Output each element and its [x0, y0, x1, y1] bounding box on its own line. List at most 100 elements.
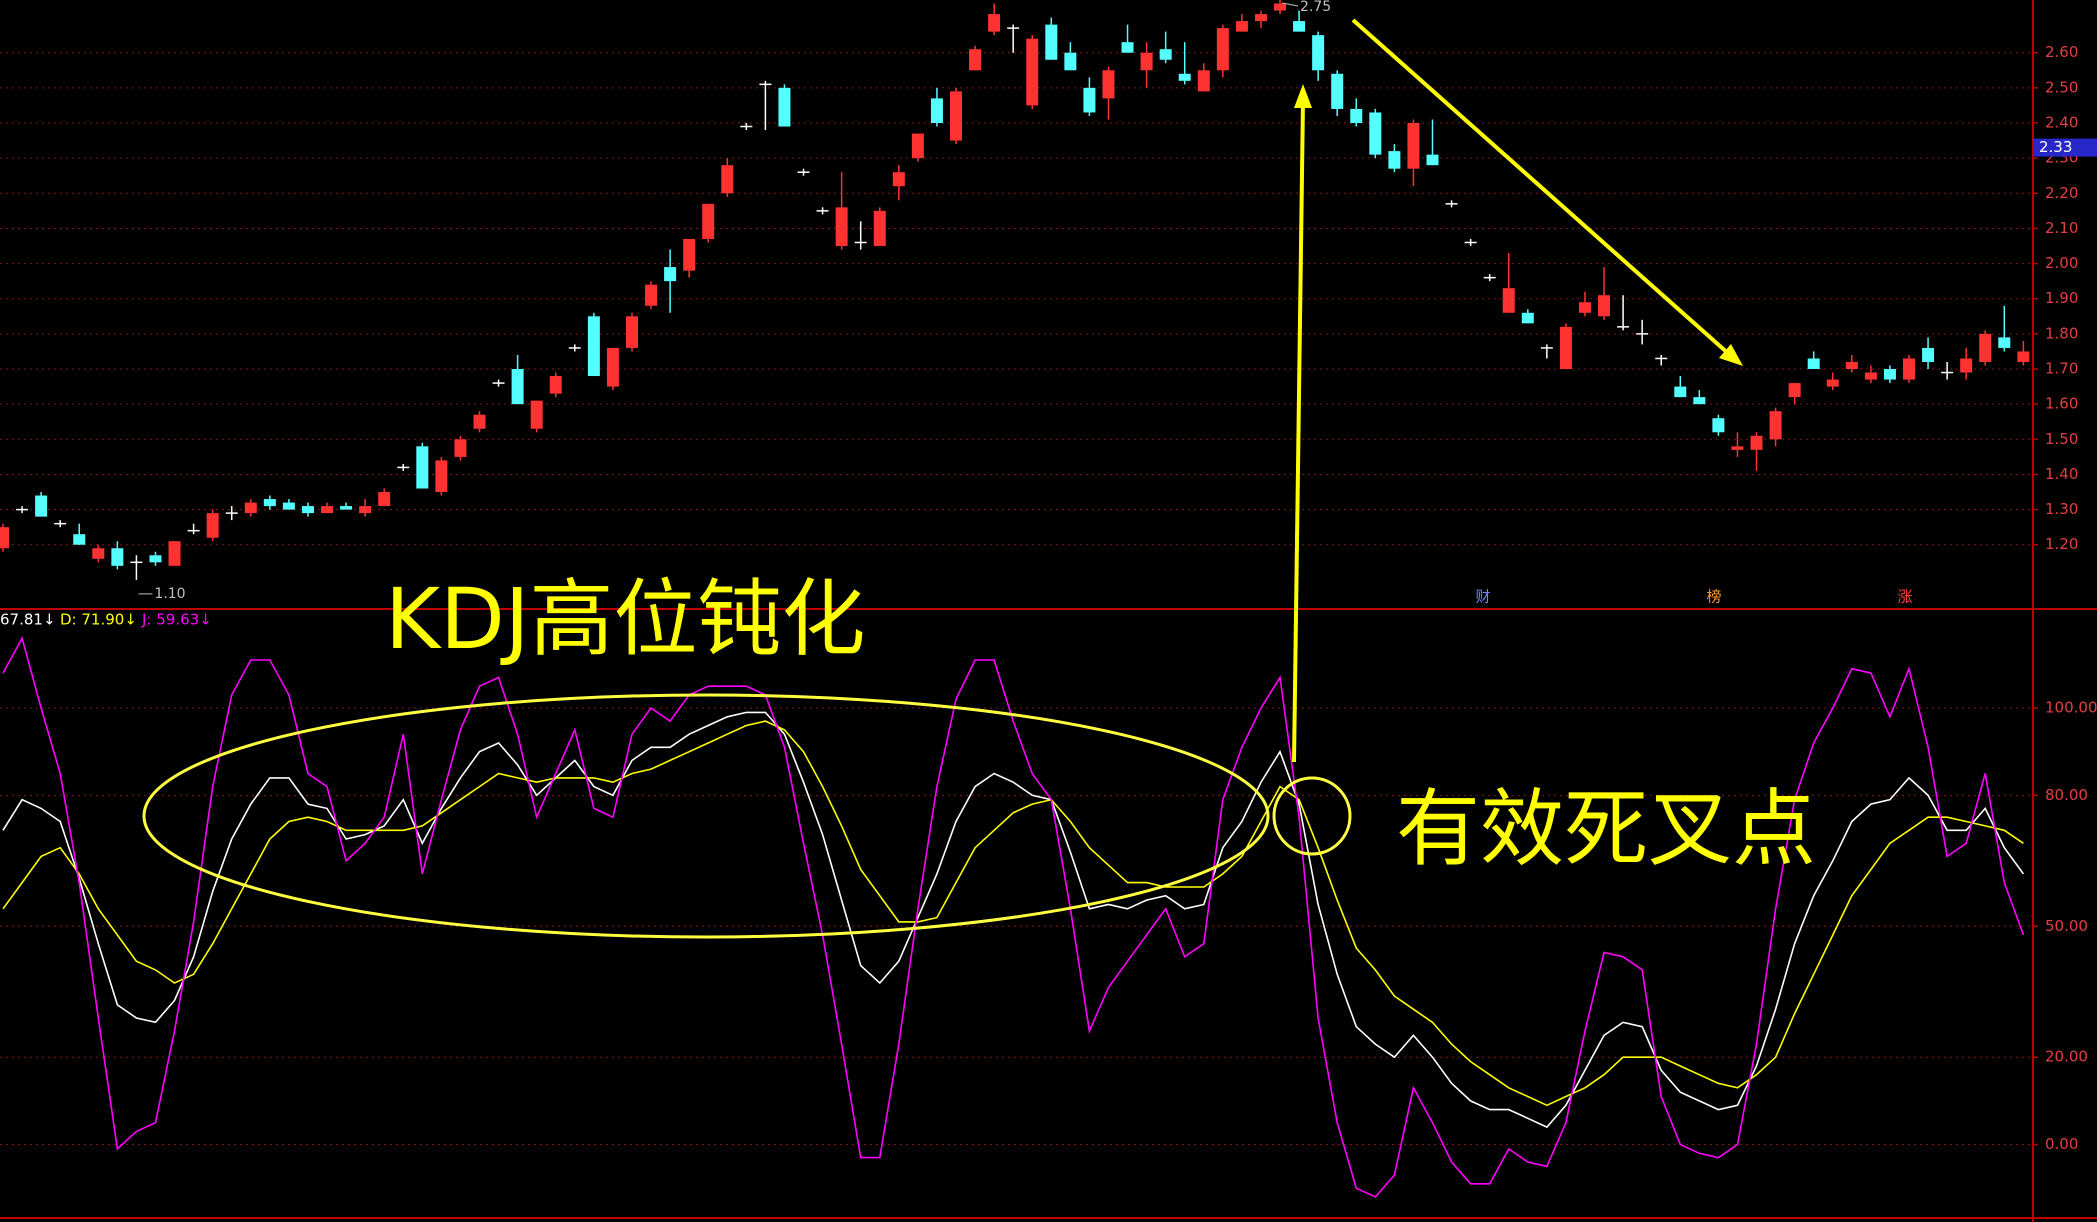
candle-body: [645, 284, 658, 306]
candle-body: [1578, 302, 1591, 313]
candle-body: [454, 439, 467, 457]
candle-body: [340, 506, 353, 510]
y-tick-label: 2.50: [2045, 78, 2078, 96]
candle-body: [873, 210, 886, 247]
marker: 榜: [1706, 588, 1721, 606]
legend-entry: J: 59.63↓: [141, 611, 212, 629]
arrow-head: [1719, 344, 1743, 366]
y-tick-label: 1.20: [2045, 535, 2078, 553]
candle-body: [930, 98, 943, 124]
y-tick-label: 80.00: [2045, 786, 2088, 804]
y-tick-label: 0.00: [2045, 1135, 2078, 1153]
candle-body: [1845, 361, 1858, 370]
candle-body: [35, 495, 48, 517]
candle-body: [911, 133, 924, 159]
candle-body: [73, 534, 86, 545]
candle-body: [1064, 52, 1077, 71]
candle-body: [321, 506, 334, 514]
candle-body: [1960, 358, 1973, 373]
y-tick-label: 2.10: [2045, 219, 2078, 237]
candle-body: [1712, 418, 1725, 433]
candle-body: [1674, 386, 1687, 398]
annotation: KDJ高位钝化: [385, 570, 866, 668]
candle-body: [1331, 73, 1344, 109]
candle-body: [1274, 3, 1287, 11]
candle-body: [1216, 28, 1229, 71]
candle-body: [683, 238, 696, 271]
kdj-line: [2, 720, 2024, 1107]
candle-body: [1693, 397, 1706, 405]
candle-body: [1026, 38, 1039, 106]
y-tick-label: 1.70: [2045, 360, 2078, 378]
candle-body: [1769, 411, 1782, 440]
y-tick-label: 50.00: [2045, 917, 2088, 935]
y-tick-label: 1.50: [2045, 430, 2078, 448]
candle-body: [511, 369, 524, 405]
candle-body: [263, 499, 276, 507]
candle-body: [950, 91, 962, 141]
candle-body: [1312, 35, 1325, 71]
candle-body: [778, 87, 791, 127]
arrow: [1351, 18, 1732, 357]
candle-body: [1883, 369, 1896, 380]
candle-body: [1750, 435, 1763, 450]
candle-body: [1998, 337, 2011, 348]
candle-body: [0, 527, 9, 549]
candle-body: [1731, 446, 1744, 450]
candle-body: [111, 548, 124, 566]
candle-body: [1922, 347, 1935, 362]
candle-body: [1369, 112, 1382, 155]
highlight-ellipse: [142, 693, 1270, 939]
candle-body: [1159, 49, 1172, 60]
candle-body: [1350, 108, 1363, 124]
candle-body: [587, 316, 600, 377]
candle-body: [1903, 358, 1915, 380]
y-tick-label: 2.20: [2045, 184, 2078, 202]
candle-body: [721, 165, 734, 194]
candle-body: [1807, 358, 1820, 370]
last-price-label: 2.33: [2039, 138, 2072, 156]
kdj-line: [2, 636, 2025, 1198]
candle-body: [301, 506, 314, 514]
candle-body: [282, 502, 295, 510]
candle-body: [1102, 70, 1115, 99]
candle-body: [1979, 333, 1992, 362]
annotation: 有效死叉点: [1396, 780, 1816, 878]
candle-body: [92, 548, 105, 559]
candle-body: [1864, 372, 1877, 380]
candle-body: [988, 14, 1001, 32]
candle-body: [473, 414, 486, 429]
candle-body: [664, 267, 677, 282]
high-pointer: [1281, 2, 1299, 7]
candle-body: [1407, 123, 1420, 169]
candle-body: [549, 376, 562, 394]
y-tick-label: 1.80: [2045, 324, 2078, 342]
candle-body: [1788, 383, 1801, 398]
candle-body: [1254, 14, 1267, 22]
y-tick-label: 2.00: [2045, 254, 2078, 272]
kdj-line: [2, 711, 2025, 1129]
arrow-head: [1294, 84, 1312, 108]
legend-entry: D: 71.90↓: [60, 611, 137, 629]
highlight-circle: [1272, 776, 1352, 856]
last-price-box: [2033, 138, 2097, 157]
candle-body: [1121, 42, 1134, 53]
arrow: [1292, 99, 1305, 763]
y-tick-label: 1.60: [2045, 395, 2078, 413]
y-tick-label: 100.00: [2045, 699, 2097, 717]
candle-body: [435, 460, 448, 493]
candle-body: [969, 49, 982, 71]
candle-body: [1293, 21, 1306, 32]
y-tick-label: 20.00: [2045, 1048, 2088, 1066]
candle-body: [606, 347, 619, 387]
candle-body: [835, 207, 848, 247]
candle-body: [244, 502, 257, 514]
candle-body: [1521, 312, 1534, 324]
low-label: 1.10: [154, 586, 185, 602]
y-tick-label: 1.40: [2045, 465, 2078, 483]
candle-body: [1388, 151, 1401, 169]
candle-body: [1197, 70, 1210, 92]
